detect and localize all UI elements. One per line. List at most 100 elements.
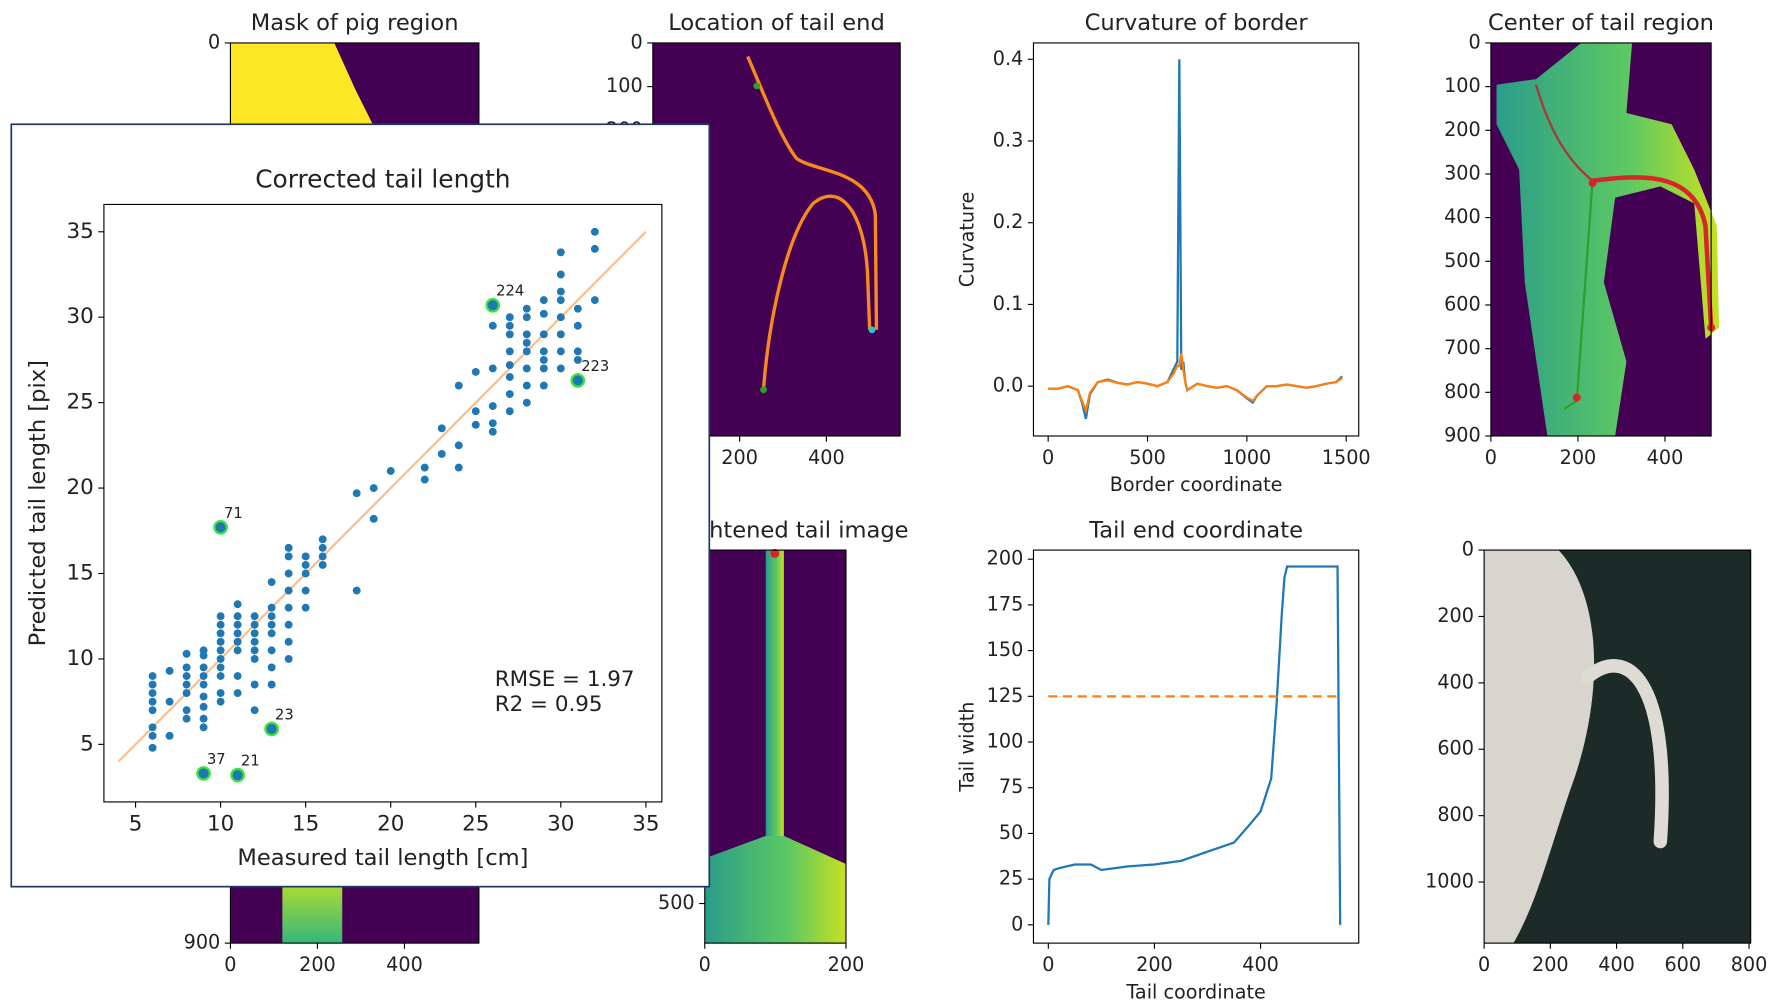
point — [522, 381, 531, 390]
point — [522, 398, 531, 407]
point — [539, 381, 548, 390]
axes-frame — [1032, 42, 1360, 437]
x-tick-label: 200 — [721, 446, 758, 469]
stat-text: RMSE = 1.97 — [495, 667, 635, 692]
point — [454, 381, 463, 390]
point — [505, 373, 514, 381]
y-tick-label: 200 — [987, 547, 1024, 570]
point-label: 224 — [496, 283, 524, 300]
point — [216, 654, 225, 663]
point — [301, 552, 310, 561]
y-tick-label: 0.4 — [993, 47, 1024, 70]
point — [216, 672, 225, 680]
y-tick-label: 500 — [1444, 249, 1481, 272]
point — [556, 248, 565, 257]
x-tick-label: 200 — [299, 953, 336, 976]
x-tick-label: 400 — [1598, 953, 1635, 976]
x-tick-label: 0 — [1485, 446, 1497, 469]
x-tick-label: 5 — [129, 812, 143, 837]
point — [573, 347, 582, 356]
point — [148, 697, 157, 706]
point — [165, 697, 174, 706]
point — [233, 689, 242, 698]
y-tick-label: 0.2 — [993, 210, 1024, 233]
point — [148, 731, 157, 740]
point — [556, 296, 565, 305]
point — [250, 646, 259, 655]
chart-title: Mask of pig region — [251, 10, 459, 36]
y-tick-label: 0.3 — [993, 128, 1024, 151]
point — [199, 714, 208, 723]
y-tick-label: 600 — [1444, 292, 1481, 315]
point — [199, 702, 208, 711]
y-tick-label: 800 — [1444, 380, 1481, 403]
point — [301, 561, 310, 569]
point — [284, 552, 293, 561]
x-tick-label: 0 — [224, 953, 236, 976]
axes-frame — [1490, 42, 1712, 437]
x-tick-label: 0 — [1042, 446, 1054, 469]
fit-line — [117, 230, 647, 763]
point — [233, 620, 242, 629]
y-tick-label: 0 — [1469, 30, 1481, 53]
x-axis-label: Border coordinate — [1110, 473, 1283, 496]
point-label: 23 — [275, 706, 294, 723]
point — [420, 475, 429, 484]
point — [471, 407, 480, 416]
point — [250, 680, 259, 689]
chart-title: Curvature of border — [1085, 10, 1309, 36]
y-tick-label: 5 — [80, 731, 94, 756]
point — [522, 338, 531, 347]
point — [216, 629, 225, 638]
point — [522, 313, 531, 322]
point — [267, 578, 276, 586]
chart-title: Center of tail region — [1488, 10, 1714, 36]
point — [505, 321, 514, 330]
y-tick-label: 500 — [658, 891, 695, 914]
highlight-point — [264, 721, 279, 737]
y-tick-label: 400 — [1437, 670, 1474, 693]
point — [318, 535, 327, 544]
point — [556, 287, 565, 296]
point — [267, 663, 276, 672]
y-tick-label: 35 — [66, 219, 93, 244]
point — [505, 407, 514, 416]
y-tick-label: 10 — [66, 646, 93, 671]
y-tick-label: 600 — [1437, 737, 1474, 760]
point — [284, 620, 293, 629]
x-tick-label: 200 — [828, 953, 865, 976]
x-tick-label: 1000 — [1222, 446, 1271, 469]
point-label: 223 — [581, 358, 609, 375]
y-tick-label: 25 — [66, 390, 93, 415]
point — [182, 714, 191, 723]
x-tick-label: 35 — [632, 812, 659, 837]
point — [284, 603, 293, 612]
point — [386, 467, 395, 475]
y-tick-label: 150 — [987, 638, 1024, 661]
line-series — [1047, 565, 1342, 925]
center-image — [1490, 42, 1720, 436]
point — [301, 603, 310, 612]
point — [233, 637, 242, 646]
point — [539, 309, 548, 318]
point — [556, 347, 565, 356]
point — [284, 654, 293, 663]
point — [233, 646, 242, 655]
y-tick-label: 200 — [1437, 604, 1474, 627]
point — [573, 355, 582, 364]
point — [182, 689, 191, 698]
point — [182, 680, 191, 689]
point — [539, 347, 548, 356]
axes-frame — [1032, 549, 1360, 944]
x-tick-label: 25 — [462, 812, 489, 837]
point — [165, 731, 174, 740]
point — [216, 612, 225, 621]
point — [590, 296, 599, 305]
x-tick-label: 30 — [547, 812, 574, 837]
point — [216, 663, 225, 672]
point — [284, 569, 293, 578]
point — [454, 441, 463, 450]
x-tick-label: 200 — [1532, 953, 1569, 976]
straightened-image — [704, 548, 846, 944]
